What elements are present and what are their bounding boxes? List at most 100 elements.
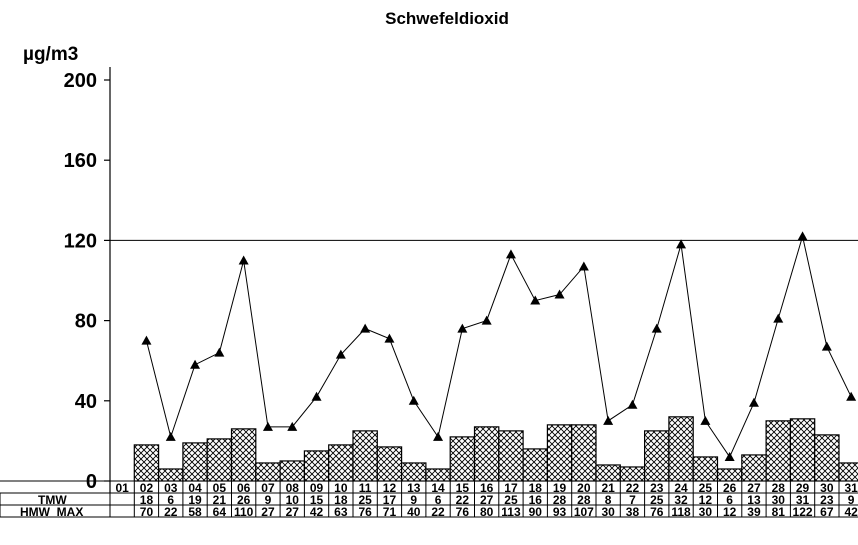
- tmw-value: 10: [286, 493, 300, 507]
- tmw-value: 6: [167, 493, 174, 507]
- tmw-value: 9: [848, 493, 855, 507]
- tmw-value: 7: [629, 493, 636, 507]
- point-hmw-max: [627, 399, 638, 409]
- hmw-max-value: 30: [601, 505, 615, 519]
- tmw-value: 9: [265, 493, 272, 507]
- point-hmw-max: [433, 431, 444, 441]
- category-label: 22: [626, 481, 640, 495]
- bar-tmw: [716, 468, 743, 482]
- bar-tmw: [182, 442, 208, 482]
- bar-tmw: [133, 444, 160, 482]
- bar-tmw: [498, 430, 524, 482]
- bar-tmw: [376, 446, 403, 482]
- tmw-value: 28: [553, 493, 567, 507]
- hmw-max-value: 42: [844, 505, 858, 519]
- hmw-max-value: 93: [553, 505, 567, 519]
- tmw-value: 17: [383, 493, 397, 507]
- point-hmw-max: [578, 261, 589, 271]
- row-label-tmw: TMW: [38, 493, 67, 507]
- hmw-max-value: 58: [188, 505, 202, 519]
- category-label: 11: [359, 481, 372, 495]
- bars: [133, 416, 858, 482]
- category-label: 10: [334, 481, 348, 495]
- point-hmw-max: [797, 231, 808, 241]
- point-hmw-max: [262, 421, 273, 431]
- point-hmw-max: [676, 239, 687, 249]
- hmw-max-value: 30: [699, 505, 713, 519]
- tmw-value: 6: [435, 493, 442, 507]
- hmw-max-value: 118: [671, 505, 691, 519]
- tmw-value: 13: [747, 493, 761, 507]
- bar-tmw: [303, 450, 330, 482]
- hmw-max-value: 76: [456, 505, 470, 519]
- point-hmw-max: [165, 431, 176, 441]
- point-hmw-max: [651, 323, 662, 333]
- point-hmw-max: [408, 395, 419, 405]
- hmw-max-value: 113: [501, 505, 521, 519]
- category-label: 27: [747, 481, 761, 495]
- hmw-max-value: 40: [407, 505, 421, 519]
- hmw-max-value: 107: [574, 505, 594, 519]
- tmw-value: 16: [529, 493, 543, 507]
- chart-title: Schwefeldioxid: [385, 9, 509, 28]
- category-label: 31: [844, 481, 858, 495]
- bar-tmw: [158, 468, 184, 482]
- point-hmw-max: [821, 341, 832, 351]
- bar-tmw: [449, 436, 476, 482]
- y-tick-label: 0: [86, 471, 97, 493]
- category-label: 15: [456, 481, 470, 495]
- row-label-hmw-max: HMW_MAX: [20, 505, 83, 519]
- category-label: 06: [237, 481, 251, 495]
- point-hmw-max: [773, 313, 784, 323]
- bar-tmw: [425, 468, 451, 482]
- hmw-max-value: 122: [793, 505, 813, 519]
- tmw-value: 12: [699, 493, 713, 507]
- point-hmw-max: [311, 391, 322, 401]
- point-hmw-max: [603, 415, 614, 425]
- category-label: 07: [261, 481, 275, 495]
- bar-tmw: [789, 418, 816, 482]
- tmw-value: 28: [577, 493, 591, 507]
- bar-tmw: [643, 430, 670, 482]
- hmw-max-value: 76: [650, 505, 664, 519]
- hmw-max-value: 90: [529, 505, 543, 519]
- point-hmw-max: [505, 249, 516, 259]
- hmw-max-value: 38: [626, 505, 640, 519]
- series-line-hmw-max: [145, 236, 852, 458]
- tmw-value: 30: [772, 493, 786, 507]
- category-label: 19: [553, 481, 567, 495]
- category-label: 09: [310, 481, 324, 495]
- hmw-max-value: 22: [164, 505, 178, 519]
- category-label: 24: [674, 481, 688, 495]
- tmw-value: 22: [456, 493, 470, 507]
- bar-tmw: [814, 434, 840, 482]
- tmw-value: 21: [213, 493, 227, 507]
- hmw-max-value: 70: [140, 505, 154, 519]
- y-tick-label: 120: [64, 230, 97, 252]
- category-label: 16: [480, 481, 494, 495]
- tmw-value: 27: [480, 493, 494, 507]
- category-label: 25: [699, 481, 713, 495]
- y-tick-label: 40: [75, 391, 97, 413]
- bar-tmw: [571, 424, 597, 482]
- point-hmw-max: [335, 349, 346, 359]
- category-label: 26: [723, 481, 737, 495]
- point-hmw-max: [700, 415, 711, 425]
- category-label: 04: [188, 481, 202, 495]
- bar-tmw: [619, 466, 646, 482]
- hmw-max-value: 71: [383, 505, 397, 519]
- category-label: 18: [529, 481, 543, 495]
- category-label: 01: [115, 481, 129, 495]
- hmw-max-value: 76: [358, 505, 372, 519]
- hmw-max-value: 27: [261, 505, 275, 519]
- category-label: 23: [650, 481, 664, 495]
- bar-tmw: [255, 462, 281, 482]
- y-tick-label: 160: [64, 150, 97, 172]
- tmw-value: 15: [310, 493, 324, 507]
- bar-tmw: [230, 428, 257, 482]
- point-hmw-max: [214, 347, 225, 357]
- tmw-value: 18: [140, 493, 154, 507]
- hmw-max-value: 39: [747, 505, 761, 519]
- category-label: 08: [286, 481, 300, 495]
